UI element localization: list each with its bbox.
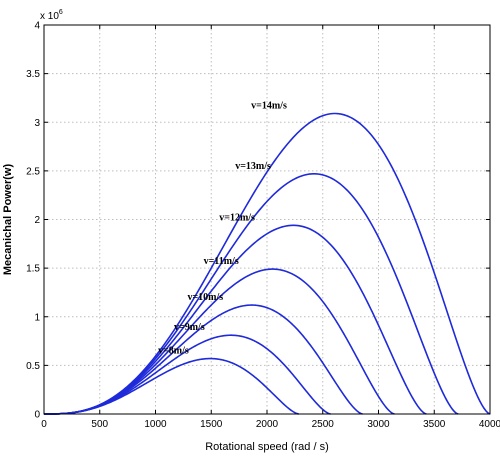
x-tick-label: 1500: [200, 419, 223, 430]
y-tick-label: 0.5: [26, 361, 40, 372]
x-tick-label: 2500: [312, 419, 335, 430]
series-label: v=13m/s: [235, 161, 271, 172]
series-line-v-14m-s: [44, 112, 491, 415]
x-tick-label: 2000: [256, 419, 279, 430]
x-tick-label: 3000: [367, 419, 390, 430]
x-tick-label: 500: [91, 419, 108, 430]
y-tick-label: 2: [34, 215, 40, 226]
y-multiplier-label: x 106: [40, 9, 63, 22]
x-tick-label: 0: [41, 419, 47, 430]
y-tick-label: 3.5: [26, 69, 40, 80]
series-line-v-13m-s: [44, 172, 459, 415]
x-tick-label: 1000: [144, 419, 167, 430]
y-tick-label: 1: [34, 312, 40, 323]
series-label: v=12m/s: [219, 212, 255, 223]
series-label: v=8m/s: [158, 346, 189, 357]
x-tick-label: 4000: [479, 419, 500, 430]
plot-frame: [43, 24, 491, 415]
series-line-v-12m-s: [44, 224, 427, 415]
series-label: v=11m/s: [204, 256, 239, 267]
y-tick-label: 0: [34, 410, 40, 421]
x-tick-label: 3500: [423, 419, 446, 430]
series-label: v=10m/s: [187, 292, 223, 303]
y-axis-label: Mecanichal Power(w): [2, 164, 14, 276]
grid: [44, 25, 490, 414]
axis-ticks: 0 500 1000 1500 2000 2500 3000 3500 4000 0 0.5 1 1.5…: [26, 21, 500, 431]
series-label: v=14m/s: [251, 100, 287, 111]
y-tick-label: 3: [34, 118, 40, 129]
series-lines: [44, 112, 491, 415]
x-axis-label: Rotational speed (rad / s): [205, 441, 329, 453]
y-tick-label: 2.5: [26, 166, 40, 177]
series-line-v-8m-s: [44, 357, 300, 415]
series-labels: v=8m/s v=9m/s v=10m/s v=11m/s v=12m/s v=13m/s…: [158, 100, 287, 356]
series-label: v=9m/s: [174, 322, 205, 333]
y-tick-label: 4: [34, 21, 40, 32]
y-tick-label: 1.5: [26, 264, 40, 275]
